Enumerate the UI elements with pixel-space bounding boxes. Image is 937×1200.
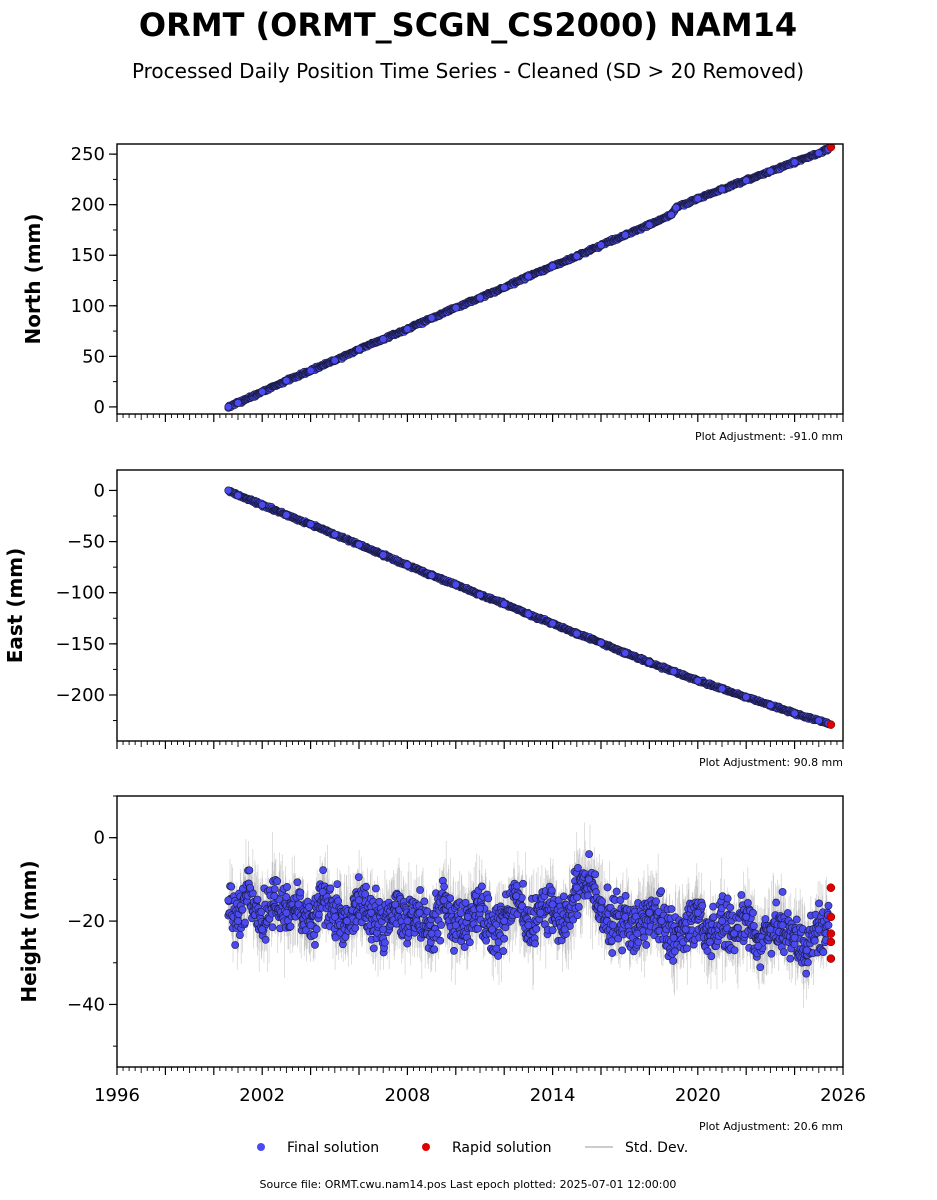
- final-solution-point: [814, 716, 823, 725]
- final-solution-point: [693, 194, 702, 203]
- data-layer: [224, 822, 836, 1009]
- final-solution-point: [597, 241, 605, 250]
- data-layer: [224, 486, 836, 729]
- y-tick-label: 0: [94, 397, 105, 418]
- panel-north: 0 50 100 150 200 250 North (mm) Plot Adjustment…: [21, 143, 844, 443]
- final-solution-point: [379, 550, 388, 559]
- y-tick-label: 0: [94, 480, 105, 501]
- final-solution-point: [672, 203, 680, 212]
- panel-east: 0 −50 −100 −150 −200 East (mm) Plot Adjustment…: [3, 469, 844, 769]
- final-solution-point: [500, 600, 509, 608]
- rapid-solution-point: [826, 144, 836, 152]
- final-solution-point: [224, 403, 233, 411]
- final-solution-point: [645, 658, 654, 667]
- final-solution-point: [766, 167, 775, 176]
- final-solution-point: [306, 366, 315, 375]
- final-solution-point: [234, 491, 242, 500]
- final-solution-point: [742, 693, 751, 701]
- final-solution-point: [645, 220, 654, 229]
- final-solution-point: [427, 314, 436, 322]
- y-tick-label: −150: [56, 634, 105, 655]
- plot-adjustment-note: Plot Adjustment: -91.0 mm: [695, 430, 843, 443]
- chart-subtitle: Processed Daily Position Time Series - C…: [132, 59, 804, 83]
- final-solution-point: [597, 638, 605, 647]
- final-solution-point: [669, 667, 678, 676]
- final-solution-point: [548, 262, 557, 271]
- final-solution-point: [814, 149, 823, 158]
- final-solution-point: [330, 530, 339, 539]
- final-solution-point: [379, 335, 388, 344]
- final-solution-point: [524, 610, 533, 619]
- rapid-solution-point: [826, 720, 836, 729]
- final-solution-point: [766, 701, 775, 710]
- y-tick-label: 50: [82, 346, 105, 367]
- final-solution-point: [355, 345, 363, 354]
- plot-frame: [116, 469, 844, 742]
- final-solution-point: [693, 676, 702, 685]
- y-axis-label: North (mm): [21, 213, 45, 344]
- final-solution-point: [621, 231, 630, 239]
- final-solution-point: [790, 158, 799, 167]
- final-solution-point: [718, 185, 726, 194]
- y-tick-label: −100: [56, 583, 105, 604]
- final-solution-point: [451, 303, 460, 312]
- final-solution-point: [451, 580, 460, 589]
- y-tick-label: −50: [67, 532, 105, 553]
- final-solution-point: [548, 619, 557, 628]
- final-solution-point: [258, 500, 267, 509]
- y-axis-label: East (mm): [3, 548, 27, 664]
- final-solution-point: [718, 684, 726, 693]
- final-solution-point: [282, 376, 291, 385]
- final-solution-point: [258, 387, 267, 396]
- final-solution-point: [742, 176, 751, 185]
- final-solution-point: [224, 486, 233, 495]
- final-solution-point: [330, 356, 339, 365]
- y-tick-label: 250: [71, 144, 105, 165]
- final-solution-point: [476, 293, 484, 302]
- y-tick-label: 100: [71, 296, 105, 317]
- final-solution-point: [500, 283, 509, 292]
- final-solution-point: [524, 272, 533, 281]
- final-solution-point: [355, 540, 363, 549]
- panels: 0 50 100 150 200 250 North (mm) Plot Adjustment…: [3, 143, 866, 1133]
- final-solution-point: [476, 590, 484, 599]
- final-solution-point: [572, 629, 581, 638]
- chart-title: ORMT (ORMT_SCGN_CS2000) NAM14: [139, 6, 797, 44]
- final-solution-point: [621, 649, 630, 657]
- final-solution-point: [403, 325, 412, 333]
- plot-adjustment-note: Plot Adjustment: 90.8 mm: [699, 756, 843, 769]
- final-solution-point: [790, 709, 799, 718]
- y-tick-label: 150: [71, 245, 105, 266]
- final-solution-point: [306, 520, 315, 529]
- final-solution-point: [427, 571, 436, 580]
- final-solution-point: [572, 252, 581, 261]
- y-tick-label: 200: [71, 195, 105, 216]
- final-solution-point: [667, 210, 676, 219]
- y-tick-label: −200: [56, 685, 105, 706]
- data-layer: [224, 144, 836, 412]
- final-solution-point: [282, 511, 291, 519]
- final-solution-point: [234, 398, 242, 407]
- final-solution-point: [403, 561, 412, 570]
